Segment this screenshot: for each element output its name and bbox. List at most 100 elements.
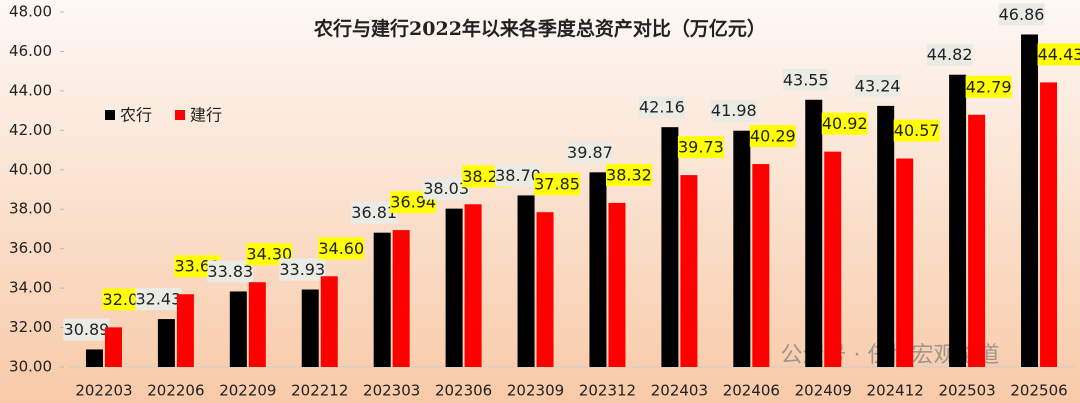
value-label-bg xyxy=(207,260,254,283)
value-label: 38.70 xyxy=(495,166,541,185)
value-label: 37.85 xyxy=(534,175,580,194)
y-tick-label: 42.00 xyxy=(9,121,52,139)
value-label-bg xyxy=(926,43,973,66)
bar xyxy=(877,105,895,367)
x-tick-label: 202206 xyxy=(147,382,204,400)
x-tick-label: 202309 xyxy=(507,382,564,400)
bar xyxy=(824,151,842,367)
legend-label: 农行 xyxy=(120,106,152,125)
y-tick-label: 36.00 xyxy=(9,239,52,257)
bar xyxy=(589,172,607,367)
x-tick-label: 202203 xyxy=(75,382,132,400)
bar xyxy=(1040,82,1058,368)
x-tick-label: 202406 xyxy=(723,382,780,400)
value-label-bg xyxy=(318,237,365,260)
bar xyxy=(229,291,247,367)
chart-title: 农行与建行2022年以来各季度总资产对比（万亿元） xyxy=(313,17,766,40)
value-label-bg xyxy=(782,68,829,91)
bar xyxy=(301,289,319,367)
x-tick-label: 202506 xyxy=(1010,382,1067,400)
value-label-bg xyxy=(423,177,470,200)
bar xyxy=(392,230,410,367)
bar xyxy=(536,212,554,367)
value-label: 33.93 xyxy=(279,260,325,279)
y-tick-label: 46.00 xyxy=(9,42,52,60)
bar xyxy=(608,202,626,367)
bar xyxy=(517,195,535,367)
x-tick-label: 202209 xyxy=(219,382,276,400)
value-label-bg xyxy=(710,99,757,122)
value-label: 44.82 xyxy=(927,45,973,64)
value-label: 40.29 xyxy=(750,127,796,146)
value-label-bg xyxy=(998,3,1045,26)
legend-swatch xyxy=(105,110,115,120)
y-tick-label: 48.00 xyxy=(9,3,52,21)
x-tick-label: 202409 xyxy=(795,382,852,400)
y-tick-label: 40.00 xyxy=(9,160,52,178)
value-label-bg xyxy=(854,74,901,97)
value-label: 39.73 xyxy=(678,138,724,157)
bar xyxy=(85,349,103,367)
value-label-bg xyxy=(135,288,182,311)
bar xyxy=(320,276,338,367)
bar xyxy=(968,114,986,367)
value-label-bg xyxy=(495,164,542,187)
y-tick-label: 32.00 xyxy=(9,318,52,336)
value-label-bg xyxy=(534,173,581,196)
value-label-bg xyxy=(965,75,1012,98)
y-tick-label: 44.00 xyxy=(9,81,52,99)
bar xyxy=(805,99,823,367)
bar xyxy=(104,327,122,367)
bar xyxy=(445,208,463,367)
x-tick-label: 202312 xyxy=(579,382,636,400)
legend-label: 建行 xyxy=(190,106,222,125)
bar xyxy=(464,204,482,367)
bar xyxy=(680,175,698,367)
value-label: 33.83 xyxy=(207,262,253,281)
value-label-bg xyxy=(749,125,796,148)
value-label: 39.87 xyxy=(567,143,613,162)
bar xyxy=(896,158,914,367)
value-label: 30.89 xyxy=(64,320,110,339)
bar xyxy=(373,232,391,367)
value-label: 46.86 xyxy=(999,5,1045,24)
x-tick-label: 202306 xyxy=(435,382,492,400)
value-label: 42.16 xyxy=(639,98,685,117)
value-label: 34.60 xyxy=(318,239,364,258)
bar xyxy=(1021,34,1039,367)
legend-swatch xyxy=(175,110,185,120)
bar xyxy=(248,282,266,367)
x-tick-label: 202303 xyxy=(363,382,420,400)
x-tick-label: 202403 xyxy=(651,382,708,400)
bar xyxy=(157,319,175,367)
bar xyxy=(661,127,679,367)
x-tick-label: 202412 xyxy=(867,382,924,400)
value-label: 36.81 xyxy=(351,203,397,222)
value-label: 44.43 xyxy=(1038,45,1080,64)
value-label-bg xyxy=(638,96,685,119)
value-label-bg xyxy=(677,136,724,159)
y-tick-label: 34.00 xyxy=(9,279,52,297)
bar xyxy=(949,74,967,367)
value-label: 40.57 xyxy=(894,121,940,140)
value-label: 38.32 xyxy=(606,165,652,184)
value-label: 32.43 xyxy=(135,290,181,309)
value-label: 41.98 xyxy=(711,101,757,120)
x-tick-label: 202212 xyxy=(291,382,348,400)
y-tick-label: 30.00 xyxy=(9,358,52,376)
value-label: 38.03 xyxy=(423,179,469,198)
value-label: 40.92 xyxy=(822,114,868,133)
value-label-bg xyxy=(279,258,326,281)
value-label-bg xyxy=(1037,43,1080,66)
value-label-bg xyxy=(566,141,613,164)
value-label: 43.24 xyxy=(855,76,901,95)
value-label: 43.55 xyxy=(783,70,829,89)
value-label-bg xyxy=(605,163,652,186)
value-label-bg xyxy=(63,318,110,341)
bar xyxy=(752,164,770,367)
value-label-bg xyxy=(893,119,940,142)
value-label: 42.79 xyxy=(966,77,1012,96)
x-tick-label: 202503 xyxy=(938,382,995,400)
bar xyxy=(733,130,751,367)
